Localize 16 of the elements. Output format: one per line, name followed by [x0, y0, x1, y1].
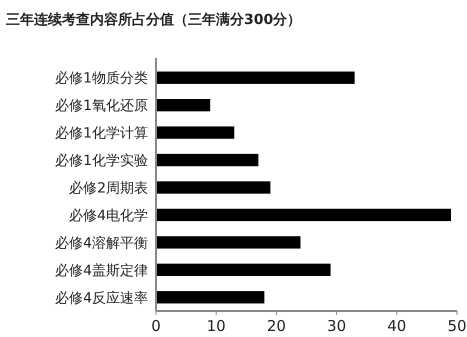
y-tick-label: 必修1物质分类 [55, 70, 148, 87]
y-tick-label: 必修4电化学 [69, 208, 148, 224]
chart-title: 三年连续考查内容所占分值（三年满分300分） [6, 11, 302, 28]
y-tick-label: 必修1氧化还原 [55, 98, 148, 114]
y-tick-label: 必修4溶解平衡 [55, 235, 148, 252]
x-tick-label: 0 [151, 317, 161, 335]
x-tick-label: 50 [447, 317, 467, 335]
y-tick-label: 必修4盖斯定律 [55, 262, 148, 279]
x-tick-label: 20 [266, 317, 286, 335]
x-tick-label: 40 [387, 317, 406, 335]
y-tick-label: 必修4反应速率 [55, 290, 148, 306]
y-tick-label: 必修2周期表 [69, 180, 148, 196]
x-tick-label: 30 [327, 317, 346, 335]
x-tick-label: 10 [206, 317, 226, 335]
y-tick-label: 必修1化学计算 [55, 126, 148, 142]
y-tick-label: 必修1化学实验 [55, 153, 148, 170]
